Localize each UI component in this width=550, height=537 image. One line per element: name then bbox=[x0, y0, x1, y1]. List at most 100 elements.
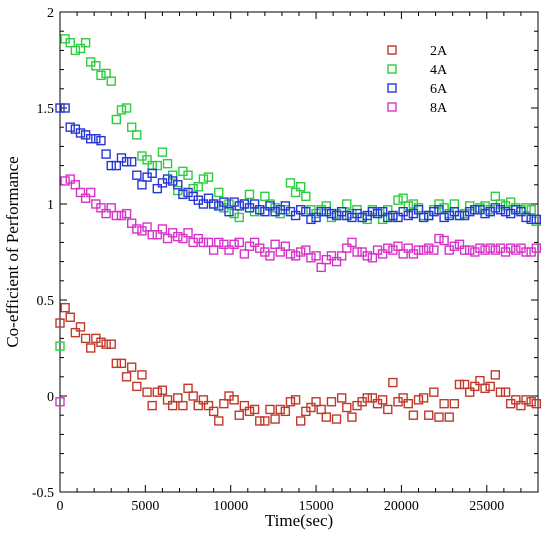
data-point bbox=[290, 187, 301, 198]
data-point bbox=[336, 393, 347, 403]
data-point bbox=[173, 393, 183, 403]
data-point bbox=[65, 122, 75, 132]
data-point bbox=[316, 262, 326, 273]
data-point bbox=[500, 206, 511, 217]
data-point bbox=[55, 341, 65, 351]
data-point bbox=[439, 203, 449, 213]
data-point bbox=[347, 412, 357, 422]
data-point bbox=[516, 205, 526, 215]
data-point bbox=[393, 241, 403, 251]
data-point bbox=[162, 233, 173, 244]
data-point bbox=[224, 206, 234, 217]
data-point bbox=[480, 245, 490, 255]
data-point bbox=[101, 339, 111, 349]
data-point bbox=[162, 395, 173, 405]
data-point bbox=[418, 393, 429, 403]
data-point bbox=[137, 370, 147, 380]
y-tick-label: 1 bbox=[47, 198, 54, 213]
data-point bbox=[367, 206, 378, 217]
data-point bbox=[301, 245, 311, 255]
data-point bbox=[465, 387, 475, 397]
data-point bbox=[265, 251, 275, 261]
data-point bbox=[280, 201, 291, 211]
data-point bbox=[111, 210, 122, 221]
series-6A bbox=[55, 103, 541, 225]
data-point bbox=[55, 103, 65, 113]
data-point bbox=[91, 61, 101, 71]
data-point bbox=[403, 210, 413, 221]
data-point bbox=[290, 210, 301, 221]
data-point bbox=[234, 212, 244, 223]
data-point bbox=[70, 327, 81, 338]
data-point bbox=[521, 395, 531, 405]
data-point bbox=[285, 178, 296, 188]
data-point bbox=[521, 247, 531, 257]
data-point bbox=[255, 205, 265, 215]
data-point bbox=[500, 387, 511, 397]
data-point bbox=[383, 243, 393, 253]
data-point bbox=[495, 387, 506, 397]
data-point bbox=[111, 358, 122, 369]
data-point bbox=[96, 203, 106, 213]
data-point bbox=[388, 377, 398, 388]
data-point bbox=[132, 381, 142, 392]
data-point bbox=[147, 168, 157, 178]
data-point bbox=[490, 370, 501, 380]
y-tick-label: 2 bbox=[47, 6, 54, 21]
data-point bbox=[70, 180, 81, 190]
data-point bbox=[383, 404, 393, 415]
data-point bbox=[280, 406, 291, 417]
x-axis-title: Time(sec) bbox=[265, 511, 333, 530]
data-point bbox=[418, 245, 429, 255]
data-point bbox=[531, 216, 541, 226]
data-point bbox=[485, 381, 495, 392]
data-point bbox=[311, 397, 321, 407]
legend-marker bbox=[387, 64, 397, 74]
y-axis-title: Co-efficient of Performance bbox=[3, 156, 22, 347]
data-point bbox=[255, 205, 265, 215]
data-point bbox=[214, 237, 224, 248]
data-point bbox=[239, 400, 250, 411]
data-point bbox=[91, 134, 101, 144]
data-point bbox=[270, 239, 280, 250]
data-point bbox=[311, 212, 321, 223]
data-point bbox=[439, 212, 449, 223]
data-point bbox=[80, 333, 91, 344]
data-point bbox=[449, 199, 460, 209]
data-point bbox=[403, 201, 413, 211]
data-point bbox=[418, 210, 429, 221]
data-point bbox=[70, 45, 81, 56]
data-point bbox=[516, 400, 526, 411]
data-point bbox=[157, 385, 168, 395]
data-point bbox=[193, 400, 203, 411]
data-point bbox=[413, 205, 424, 215]
data-point bbox=[137, 180, 147, 190]
data-point bbox=[424, 410, 434, 420]
data-point bbox=[106, 339, 116, 349]
data-point bbox=[126, 362, 137, 372]
data-point bbox=[296, 205, 306, 215]
data-point bbox=[121, 103, 132, 113]
data-point bbox=[326, 397, 337, 407]
data-point bbox=[490, 203, 501, 213]
data-point bbox=[260, 191, 270, 202]
data-point bbox=[121, 208, 132, 219]
data-point bbox=[173, 180, 183, 190]
data-point bbox=[521, 212, 531, 223]
data-point bbox=[531, 398, 541, 409]
data-point bbox=[403, 243, 413, 253]
data-point bbox=[214, 416, 224, 426]
data-point bbox=[454, 379, 465, 390]
data-point bbox=[111, 114, 122, 125]
data-point bbox=[106, 160, 116, 171]
data-point bbox=[214, 187, 224, 198]
data-point bbox=[398, 193, 408, 203]
data-point bbox=[188, 391, 198, 401]
y-tick-label: -0.5 bbox=[32, 486, 54, 501]
legend: 2A 4A 6A 8A bbox=[387, 44, 448, 116]
data-point bbox=[280, 241, 291, 251]
data-point bbox=[526, 397, 536, 407]
data-point bbox=[336, 251, 347, 261]
data-point bbox=[183, 383, 193, 394]
data-point bbox=[342, 210, 352, 221]
